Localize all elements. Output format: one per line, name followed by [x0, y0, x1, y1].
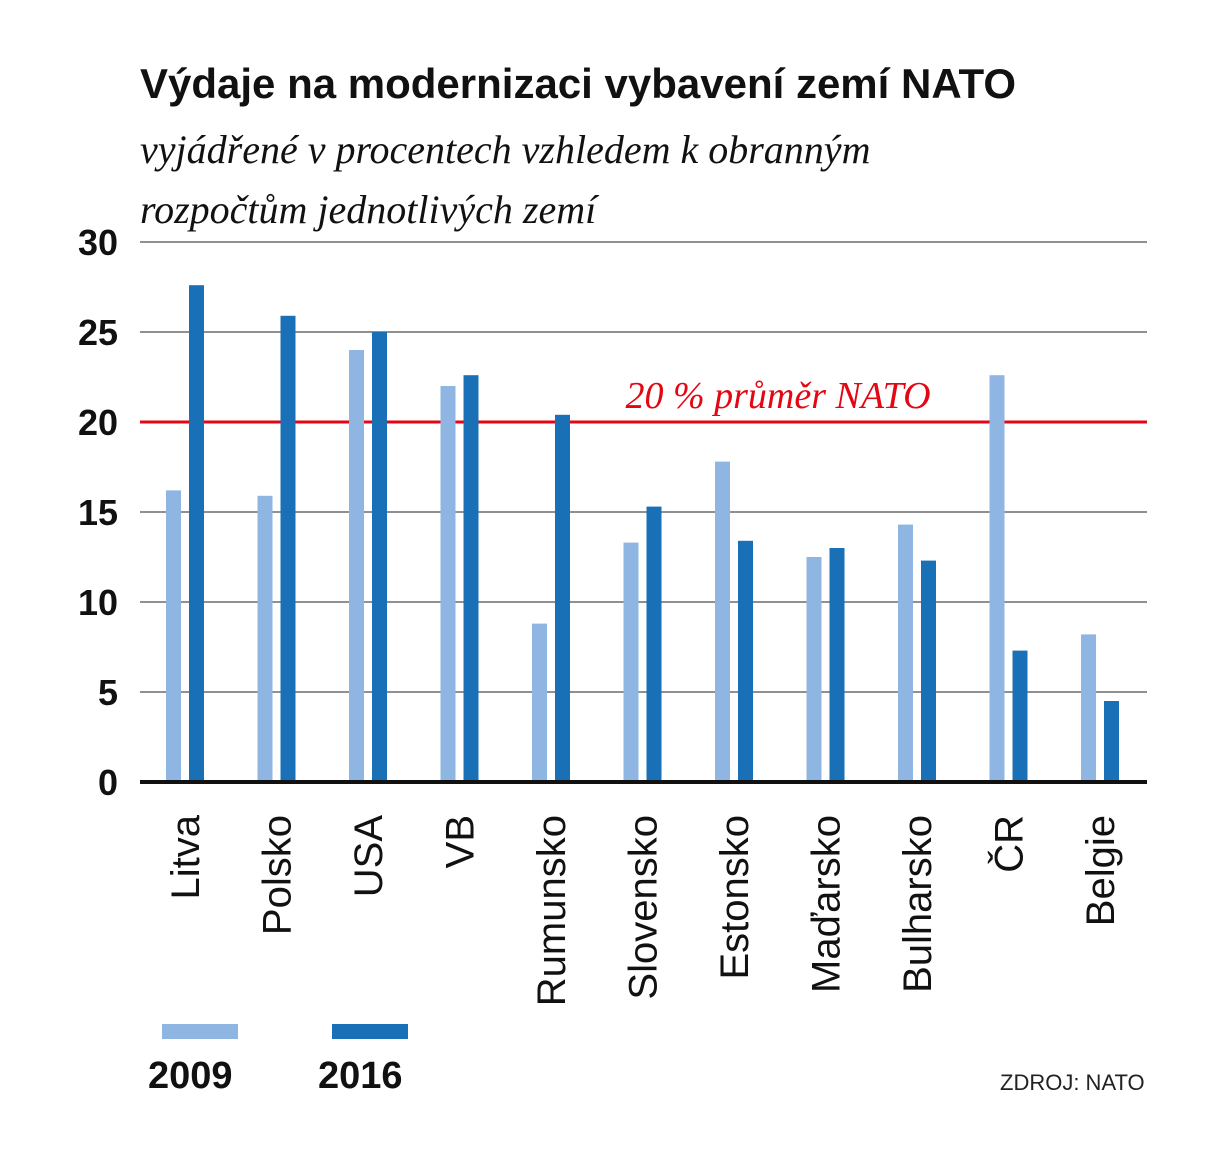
x-category-label: USA — [347, 815, 391, 898]
x-category-label: Bulharsko — [896, 815, 940, 993]
x-category-label: ČR — [987, 815, 1032, 873]
bar-2016 — [1012, 650, 1028, 782]
bar-2016 — [372, 332, 387, 782]
bar-2009 — [898, 524, 913, 782]
bar-2009 — [349, 350, 364, 782]
chart-subtitle-line-1: vyjádřené v procentech vzhledem k obrann… — [140, 127, 871, 172]
bar-2016 — [463, 375, 479, 782]
legend-label-2016: 2016 — [318, 1055, 403, 1097]
bar-2016 — [829, 548, 845, 782]
chart-title: Výdaje na modernizaci vybavení zemí NATO — [140, 60, 1017, 107]
bar-2009 — [257, 495, 273, 782]
y-tick-label: 25 — [78, 312, 118, 353]
x-category-label: Polsko — [256, 815, 300, 935]
legend-label-2009: 2009 — [148, 1055, 233, 1097]
bar-2016 — [189, 285, 204, 782]
bar-2016 — [1104, 701, 1119, 782]
bar-2009 — [623, 542, 639, 782]
bar-2016 — [921, 560, 936, 782]
x-category-label: Belgie — [1079, 815, 1123, 926]
y-tick-label: 0 — [98, 762, 118, 803]
bar-2009 — [532, 623, 547, 782]
y-tick-label: 5 — [98, 672, 118, 713]
bar-2009 — [806, 557, 822, 782]
bar-2016 — [280, 315, 296, 782]
bar-2009 — [166, 490, 181, 782]
legend-swatch-2009 — [162, 1024, 238, 1039]
bar-2016 — [646, 506, 662, 782]
source-note: ZDROJ: NATO — [1000, 1070, 1145, 1095]
x-category-label: Litva — [164, 814, 208, 899]
y-tick-label: 10 — [78, 582, 118, 623]
bar-2009 — [715, 461, 730, 782]
x-category-label: Slovensko — [622, 815, 666, 1000]
x-category-label: VB — [439, 815, 483, 868]
x-category-label: Maďarsko — [805, 815, 849, 993]
bar-2009 — [440, 386, 456, 782]
y-tick-label: 15 — [78, 492, 118, 533]
x-category-label: Estonsko — [713, 815, 757, 980]
legend-swatch-2016 — [332, 1024, 408, 1039]
reference-line-label: 20 % průměr NATO — [625, 375, 930, 417]
bar-2016 — [738, 540, 753, 782]
y-tick-label: 20 — [78, 402, 118, 443]
chart-subtitle-line-2: rozpočtům jednotlivých zemí — [140, 187, 597, 232]
bar-2016 — [555, 414, 570, 782]
bar-2009 — [989, 375, 1005, 782]
bar-2009 — [1081, 634, 1096, 782]
y-tick-label: 30 — [78, 222, 118, 263]
x-category-label: Rumunsko — [530, 815, 574, 1006]
